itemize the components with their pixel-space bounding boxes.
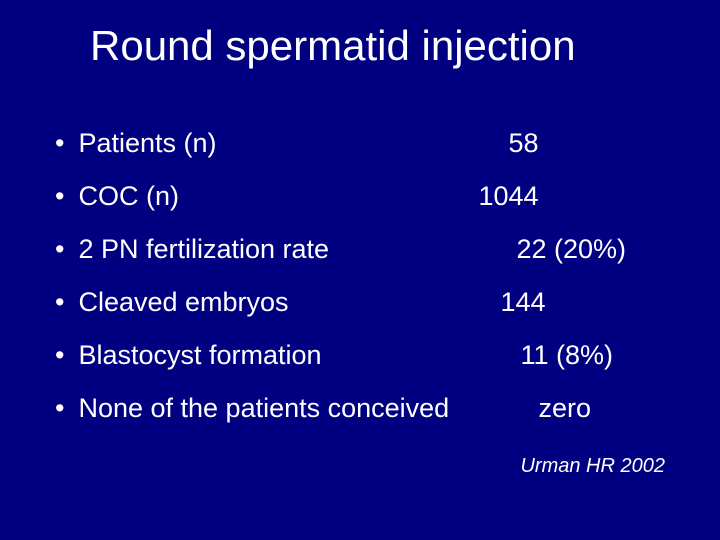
list-item: • None of the patients conceived zero xyxy=(55,393,670,424)
item-label: Blastocyst formation xyxy=(78,340,321,371)
bullet-list: • Patients (n) 58 • COC (n) 1044 • 2 PN … xyxy=(0,70,720,424)
bullet-icon: • xyxy=(55,181,64,212)
item-label: Patients (n) xyxy=(78,128,216,159)
item-value: 58 xyxy=(508,128,538,159)
citation: Urman HR 2002 xyxy=(520,455,665,478)
list-item: • Patients (n) 58 xyxy=(55,128,670,159)
bullet-icon: • xyxy=(55,393,64,424)
page-title: Round spermatid injection xyxy=(0,0,720,70)
item-value: 22 (20%) xyxy=(516,234,626,265)
list-item: • Cleaved embryos 144 xyxy=(55,287,670,318)
item-value: 1044 xyxy=(478,181,538,212)
list-item: • 2 PN fertilization rate 22 (20%) xyxy=(55,234,670,265)
bullet-icon: • xyxy=(55,287,64,318)
item-value: 144 xyxy=(500,287,545,318)
item-value: 11 (8%) xyxy=(520,340,613,371)
bullet-icon: • xyxy=(55,340,64,371)
item-label: Cleaved embryos xyxy=(78,287,288,318)
list-item: • COC (n) 1044 xyxy=(55,181,670,212)
item-label: COC (n) xyxy=(78,181,179,212)
bullet-icon: • xyxy=(55,128,64,159)
item-label: 2 PN fertilization rate xyxy=(78,234,329,265)
item-value: zero xyxy=(538,393,591,424)
list-item: • Blastocyst formation 11 (8%) xyxy=(55,340,670,371)
item-label: None of the patients conceived xyxy=(78,393,449,424)
bullet-icon: • xyxy=(55,234,64,265)
